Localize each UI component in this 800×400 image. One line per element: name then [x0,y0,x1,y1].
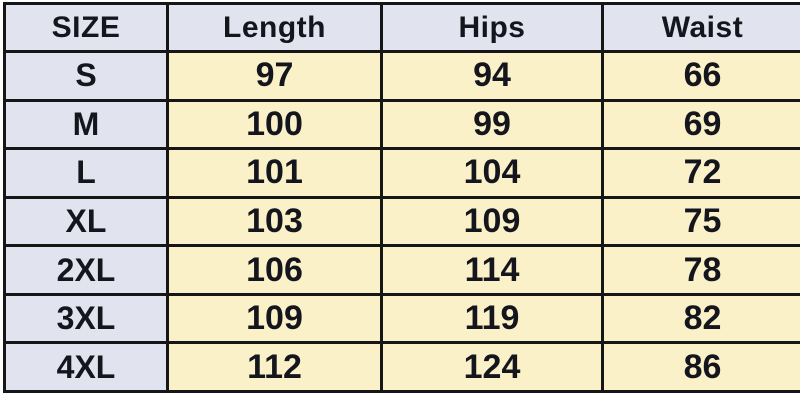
hips-value: 99 [380,98,604,151]
table-row: L 101 104 72 [3,147,800,199]
table-row: XL 103 109 75 [3,195,800,248]
column-header-waist: Waist [601,2,800,53]
waist-value: 69 [601,98,800,151]
length-value: 106 [166,244,383,296]
column-header-size: SIZE [3,2,169,53]
column-header-hips: Hips [380,2,604,53]
length-value: 109 [166,292,383,345]
size-label: 4XL [3,341,169,393]
hips-value: 104 [380,147,604,199]
waist-value: 66 [601,50,800,102]
hips-value: 109 [380,195,604,248]
size-chart-table: SIZE Length Hips Waist S 97 94 66 M 100 … [3,2,800,393]
hips-value: 94 [380,50,604,102]
table-row: 3XL 109 119 82 [3,292,800,345]
waist-value: 82 [601,292,800,345]
size-label: 3XL [3,292,169,345]
header-row: SIZE Length Hips Waist [3,2,800,53]
size-label: S [3,50,169,102]
hips-value: 114 [380,244,604,296]
length-value: 101 [166,147,383,199]
length-value: 97 [166,50,383,102]
table-row: S 97 94 66 [3,50,800,102]
size-label: 2XL [3,244,169,296]
length-value: 100 [166,98,383,151]
waist-value: 78 [601,244,800,296]
waist-value: 75 [601,195,800,248]
table-row: 4XL 112 124 86 [3,341,800,393]
hips-value: 119 [380,292,604,345]
length-value: 112 [166,341,383,393]
table-row: M 100 99 69 [3,98,800,151]
table-row: 2XL 106 114 78 [3,244,800,296]
waist-value: 72 [601,147,800,199]
size-label: L [3,147,169,199]
waist-value: 86 [601,341,800,393]
size-label: XL [3,195,169,248]
length-value: 103 [166,195,383,248]
size-label: M [3,98,169,151]
column-header-length: Length [166,2,383,53]
hips-value: 124 [380,341,604,393]
